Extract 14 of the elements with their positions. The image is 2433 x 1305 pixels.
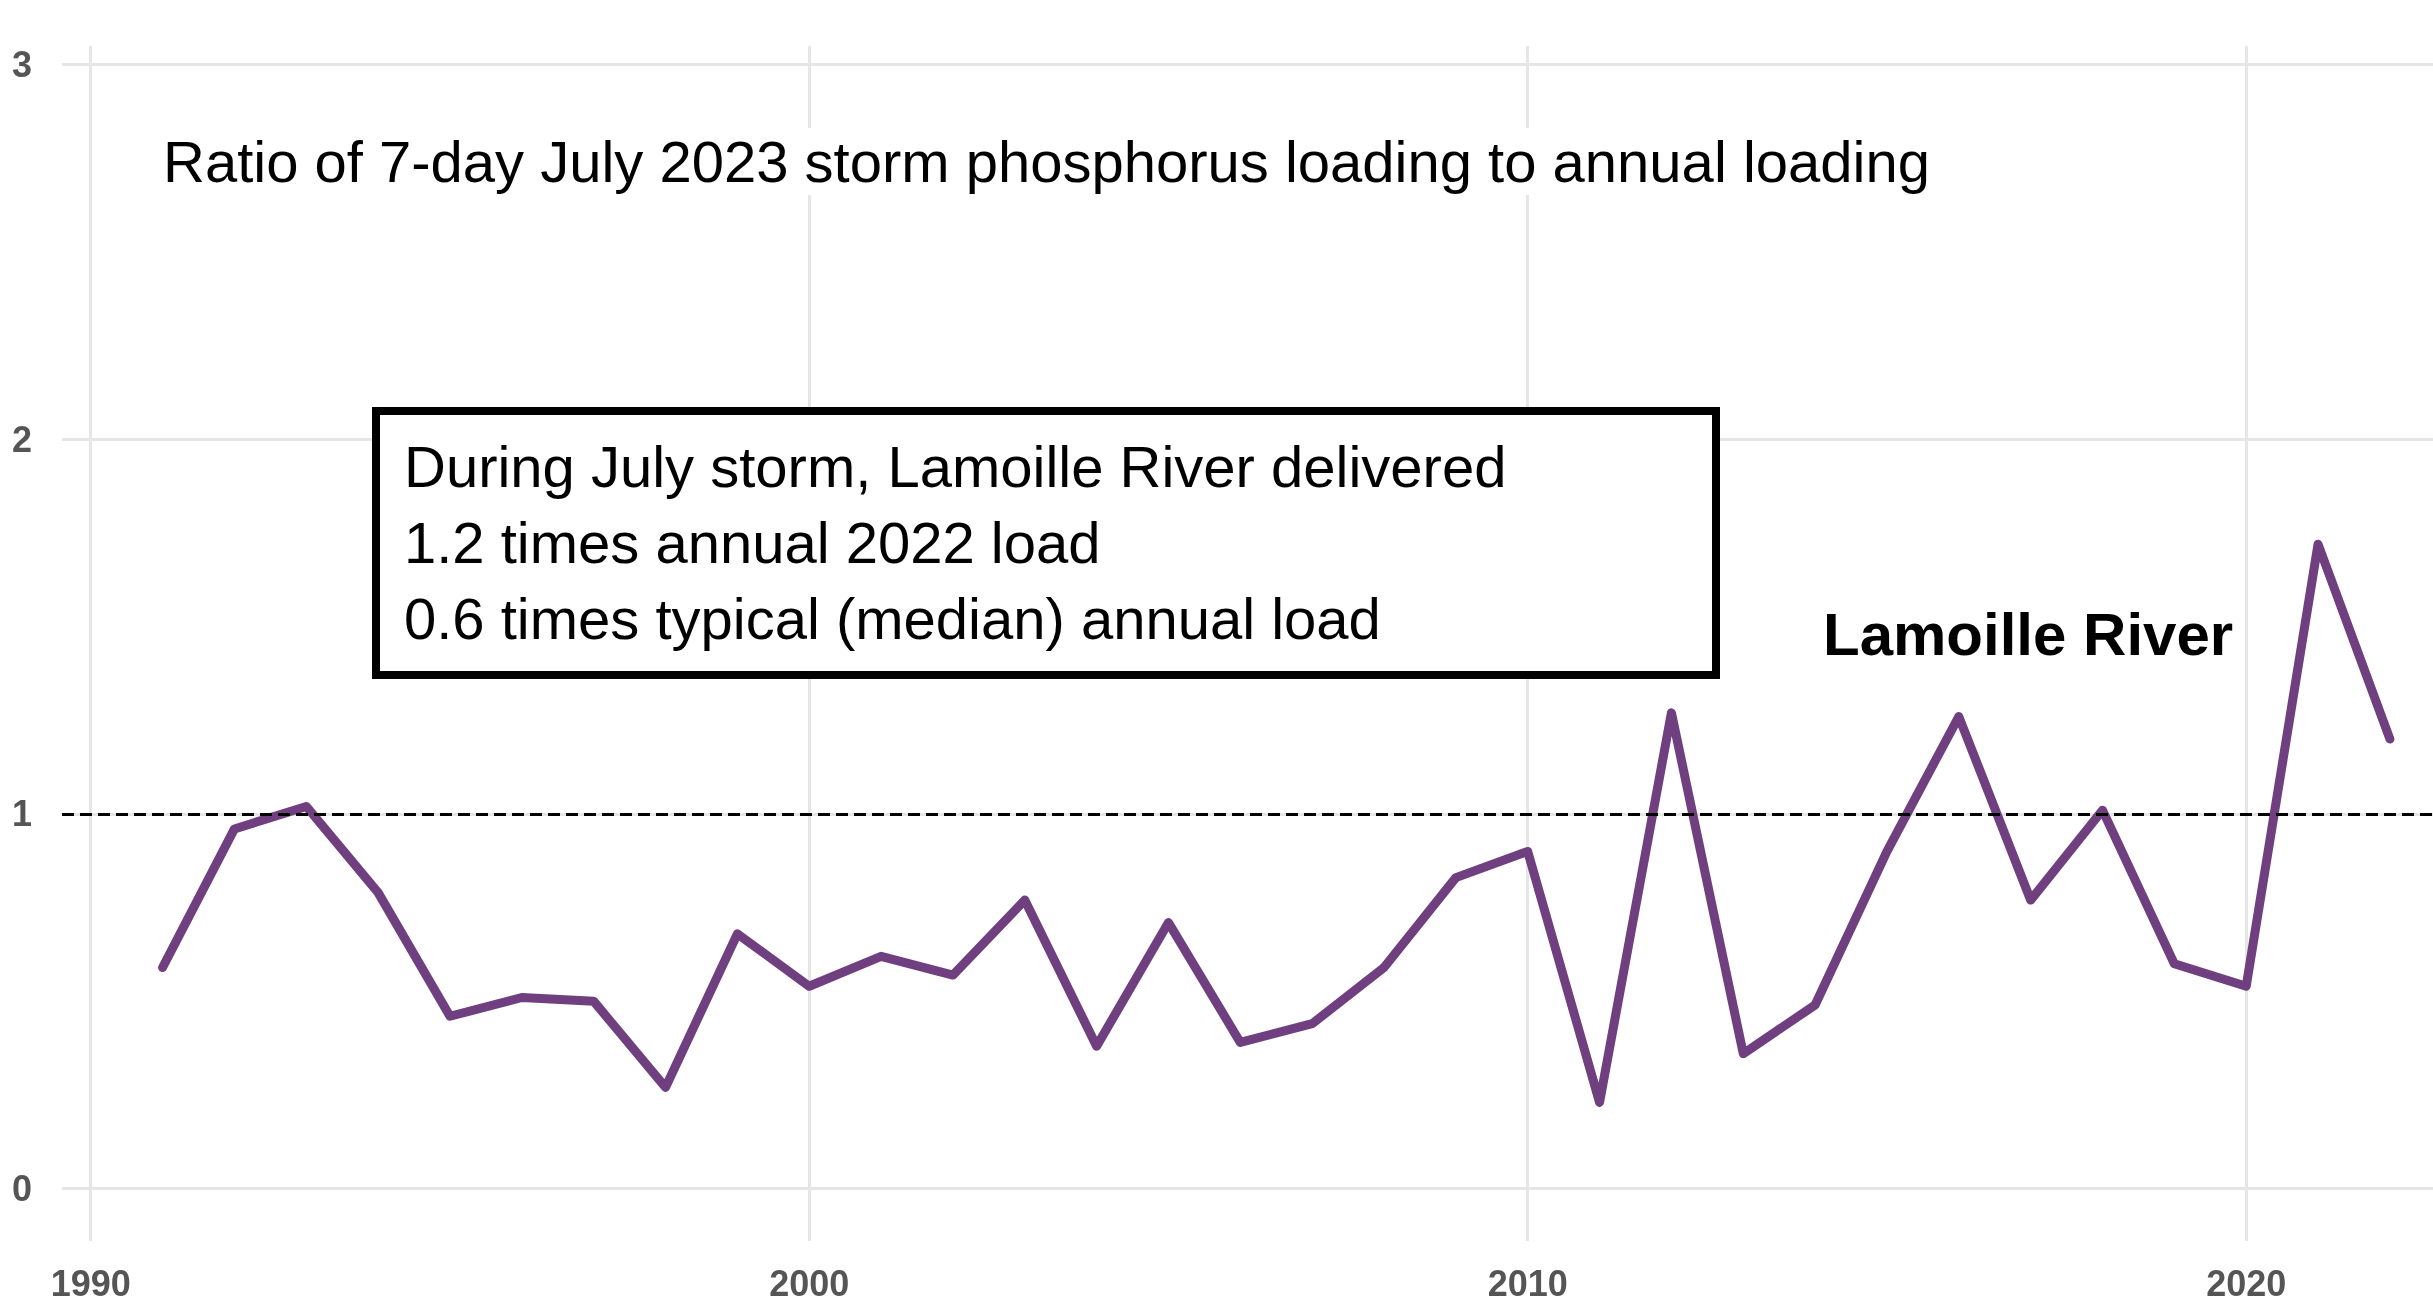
y-tick-label: 0 [11, 1168, 32, 1210]
x-tick-label: 2010 [1487, 1262, 1568, 1304]
y-tick-label: 1 [11, 793, 32, 835]
y-tick-label: 2 [11, 418, 32, 460]
text: Ratio of 7-day July 2023 storm phosphorus loading to annual loading [163, 128, 1930, 195]
x-tick-label: 2000 [769, 1262, 850, 1304]
annotation: During July storm, Lamoille River delivered [404, 433, 1508, 501]
series-label: Lamoille River [1823, 600, 2234, 668]
annotation: 0.6 times typical (median) annual load [404, 585, 1382, 653]
x-tick-label: 2020 [2206, 1262, 2287, 1304]
annotation: 1.2 times annual 2022 load [404, 509, 1102, 577]
y-tick-label: 3 [11, 44, 32, 86]
x-tick-label: 1990 [50, 1262, 131, 1304]
text-box: During July storm, Lamoille River delivered 1.2 times annual 2022 load 0.6 times typical (median) annual load [372, 407, 1720, 679]
